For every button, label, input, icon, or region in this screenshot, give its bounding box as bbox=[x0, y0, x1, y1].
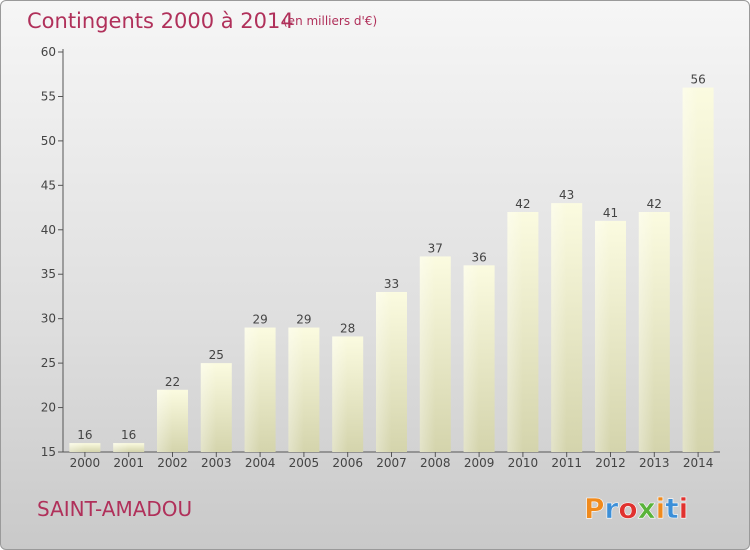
x-tick-label: 2001 bbox=[113, 456, 144, 470]
data-label: 37 bbox=[428, 241, 443, 255]
bar-highlight bbox=[463, 265, 480, 452]
y-tick-label: 45 bbox=[41, 178, 56, 192]
place-name: SAINT-AMADOU bbox=[37, 497, 192, 521]
bar-highlight bbox=[332, 336, 348, 452]
value-labels: 16 16 22 25 29 29 28 33 37 36 42 43 41 42 56 bbox=[77, 73, 705, 443]
axes: 15 20 25 30 35 40 45 50 55 60 2000 2001 2002 2003 2004… bbox=[41, 45, 720, 470]
x-tick-label: 2010 bbox=[508, 456, 539, 470]
x-tick-label: 2014 bbox=[683, 456, 714, 470]
bar-highlight bbox=[682, 87, 699, 453]
x-tick-label: 2008 bbox=[420, 456, 451, 470]
logo-text: Proxiti bbox=[584, 492, 688, 525]
x-tick-label: 2013 bbox=[639, 456, 670, 470]
data-label: 42 bbox=[647, 197, 662, 211]
proxiti-logo: Proxiti bbox=[584, 492, 689, 526]
chart-title: Contingents 2000 à 2014 bbox=[27, 9, 294, 33]
y-tick-label: 35 bbox=[41, 267, 56, 281]
chart-subtitle: (en milliers d'€) bbox=[283, 14, 377, 28]
x-tick-label: 2005 bbox=[289, 456, 320, 470]
y-tick-label: 40 bbox=[41, 223, 56, 237]
x-tick-label: 2000 bbox=[70, 456, 101, 470]
y-tick-label: 60 bbox=[41, 45, 56, 59]
data-label: 43 bbox=[559, 188, 574, 202]
bar-highlight bbox=[113, 443, 129, 452]
y-tick-label: 50 bbox=[41, 134, 56, 148]
data-label: 56 bbox=[690, 73, 705, 87]
bar-highlight bbox=[595, 220, 611, 452]
data-label: 29 bbox=[252, 313, 267, 327]
x-tick-label: 2003 bbox=[201, 456, 232, 470]
x-tick-label: 2011 bbox=[551, 456, 582, 470]
x-tick-label: 2004 bbox=[245, 456, 276, 470]
y-tick-label: 30 bbox=[41, 312, 56, 326]
bar-highlight bbox=[200, 363, 217, 452]
bar-highlight bbox=[419, 256, 436, 452]
data-label: 28 bbox=[340, 321, 355, 335]
data-label: 16 bbox=[77, 428, 92, 442]
data-label: 36 bbox=[471, 250, 486, 264]
data-label: 29 bbox=[296, 313, 311, 327]
data-label: 25 bbox=[209, 348, 224, 362]
bar-highlight bbox=[69, 443, 85, 452]
bar-highlight bbox=[376, 292, 392, 452]
bar-highlight bbox=[638, 212, 655, 452]
bar-highlight bbox=[157, 389, 173, 452]
y-tick-label: 25 bbox=[41, 356, 56, 370]
x-tick-label: 2002 bbox=[157, 456, 188, 470]
data-label: 16 bbox=[121, 428, 136, 442]
x-tick-label: 2007 bbox=[376, 456, 407, 470]
data-label: 41 bbox=[603, 206, 618, 220]
bar-highlight bbox=[244, 327, 261, 452]
data-label: 33 bbox=[384, 277, 399, 291]
y-tick-label: 15 bbox=[41, 445, 56, 459]
bars bbox=[69, 87, 714, 453]
data-label: 22 bbox=[165, 375, 180, 389]
bar-highlight bbox=[288, 327, 304, 452]
y-tick-label: 55 bbox=[41, 89, 56, 103]
x-tick-label: 2009 bbox=[464, 456, 495, 470]
bar-highlight bbox=[551, 203, 567, 452]
x-tick-label: 2006 bbox=[332, 456, 363, 470]
data-label: 42 bbox=[515, 197, 530, 211]
y-tick-label: 20 bbox=[41, 401, 56, 415]
bar-highlight bbox=[507, 212, 523, 452]
x-tick-label: 2012 bbox=[595, 456, 626, 470]
